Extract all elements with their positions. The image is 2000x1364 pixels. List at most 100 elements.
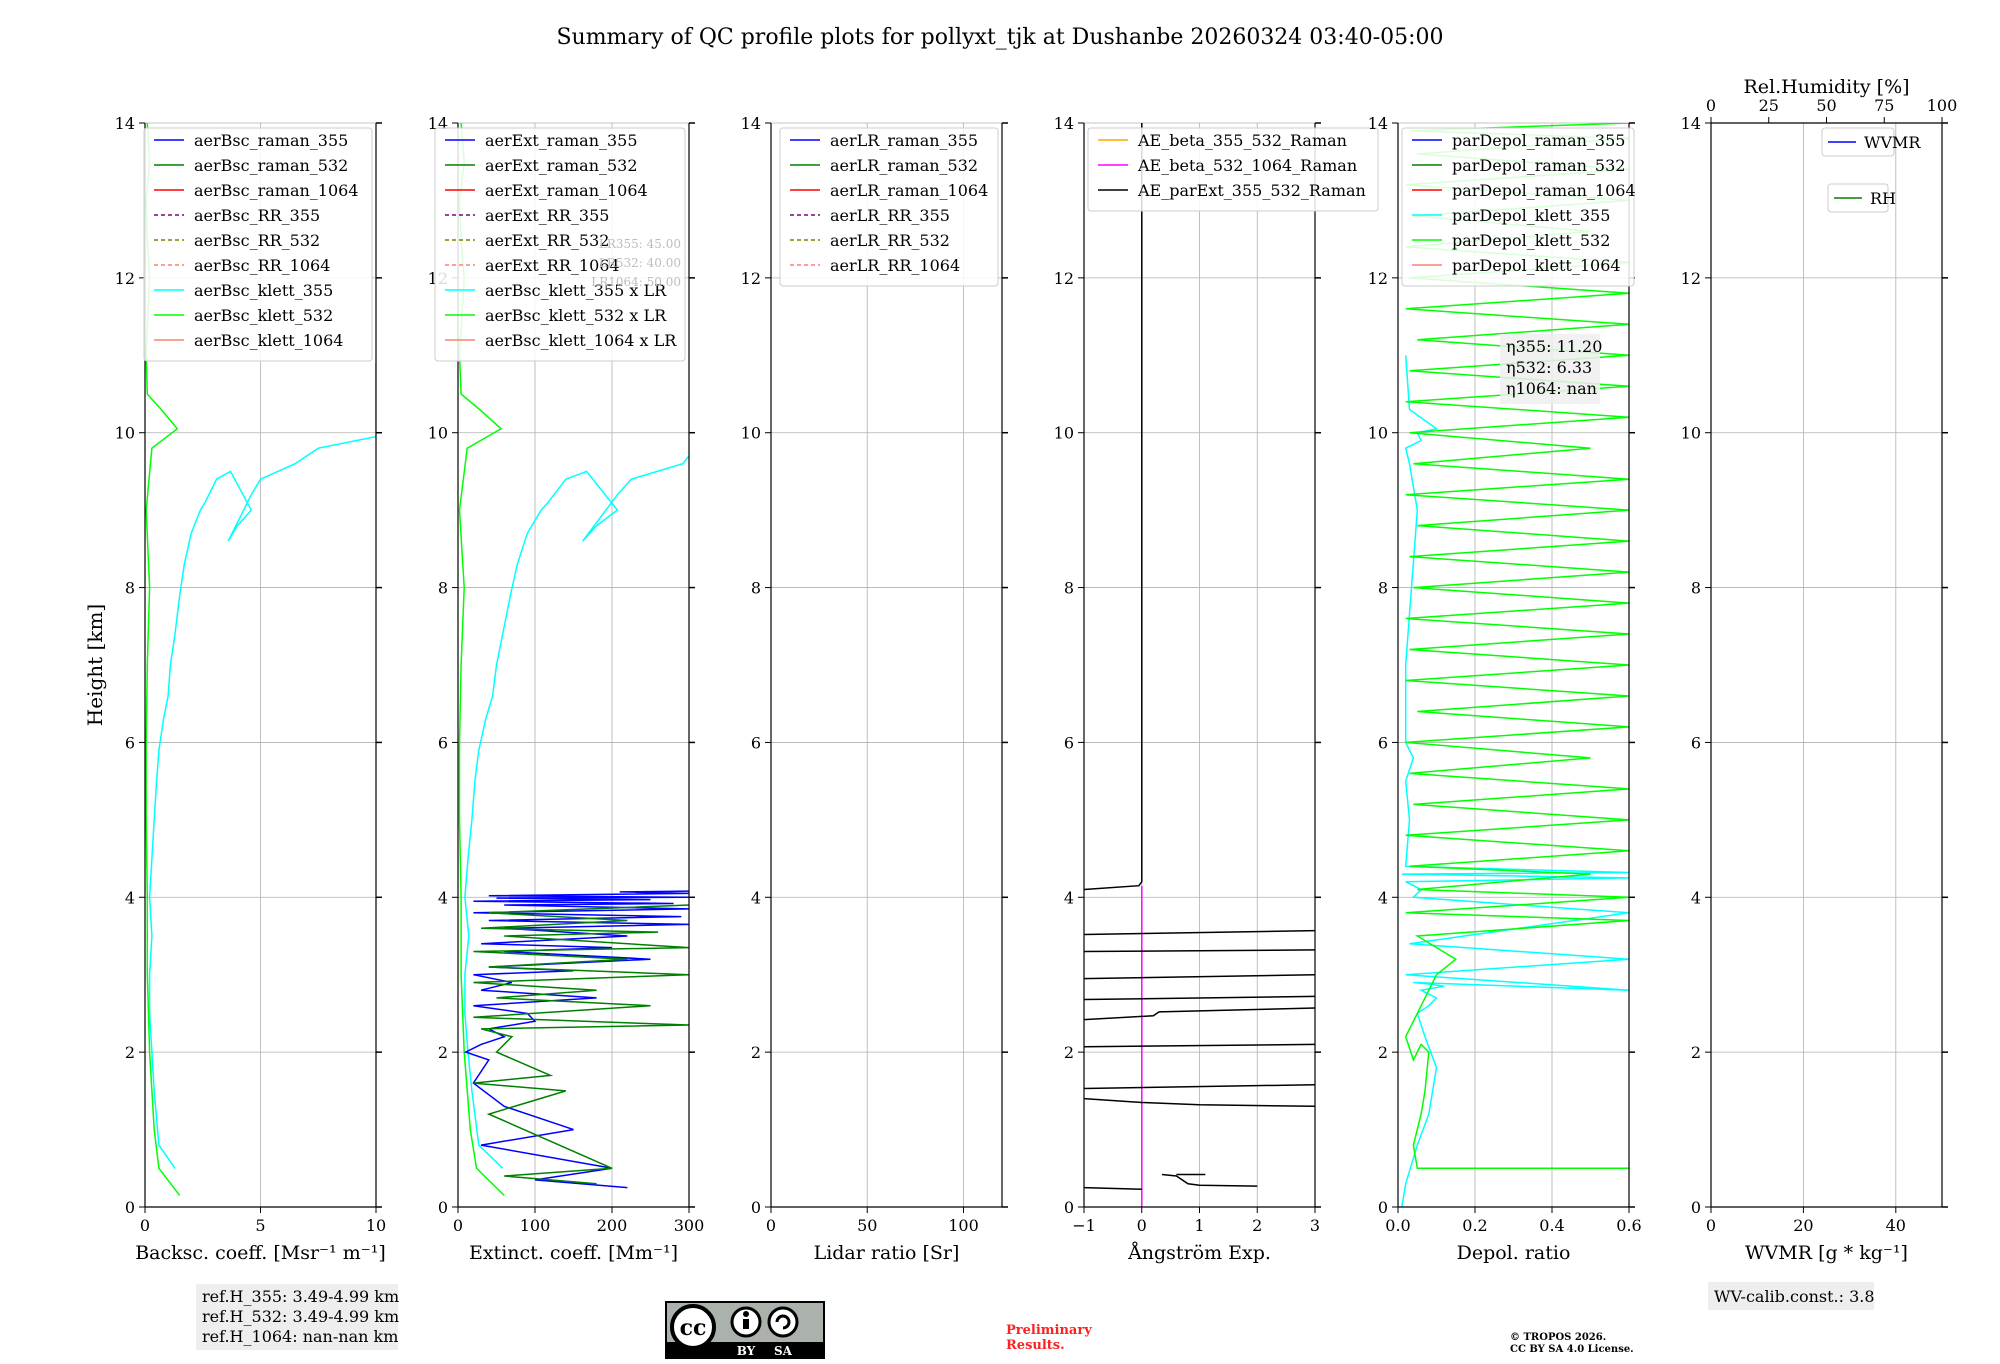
legend-label: parDepol_raman_1064 <box>1452 181 1636 200</box>
x-tick-label: 10 <box>366 1216 386 1235</box>
x-tick-label: 0 <box>1137 1216 1147 1235</box>
legend-label: parDepol_raman_532 <box>1452 156 1625 175</box>
y-tick-label: 12 <box>115 269 135 288</box>
wv-calib-box <box>1708 1282 1874 1310</box>
legend-label: aerExt_raman_1064 <box>485 181 648 200</box>
preliminary-label-line2: Results. <box>1006 1338 1065 1353</box>
y-tick-label: 4 <box>438 888 448 907</box>
legend-label: parDepol_klett_1064 <box>1452 256 1621 275</box>
legend-label: aerBsc_raman_1064 <box>194 181 359 200</box>
y-tick-label: 0 <box>438 1198 448 1217</box>
y-tick-label: 4 <box>1064 888 1074 907</box>
y-tick-label: 4 <box>125 888 135 907</box>
legend-label: aerExt_RR_532 <box>485 231 609 250</box>
x-tick-label: 40 <box>1886 1216 1906 1235</box>
series-line-AE_parExt_355_532_Raman <box>1084 949 1315 953</box>
y-tick-label: 8 <box>1691 579 1701 598</box>
x-axis-label: Extinct. coeff. [Mm⁻¹] <box>469 1242 678 1264</box>
y-tick-label: 6 <box>125 733 135 752</box>
y-tick-label: 10 <box>1054 424 1074 443</box>
ref-height-box <box>196 1284 398 1350</box>
legend-label: RH <box>1870 189 1896 208</box>
y-tick-label: 14 <box>741 114 761 133</box>
y-tick-label: 10 <box>1681 424 1701 443</box>
panel-depol: 0.0 0.2 0.4 0.6 0 2 4 6 8 10 12 14 Depol. ratio parDe… <box>1368 114 1642 1264</box>
legend-box <box>434 127 686 362</box>
y-tick-label: 8 <box>1378 579 1388 598</box>
y-tick-label: 12 <box>741 269 761 288</box>
y-tick-label: 10 <box>1368 424 1388 443</box>
x-axis-label: Ångström Exp. <box>1127 1242 1271 1264</box>
series-line-AE_parExt_355_532_Raman <box>1084 929 1315 936</box>
y-axis-label: Height [km] <box>83 604 107 726</box>
figure-title: Summary of QC profile plots for pollyxt_… <box>556 25 1443 50</box>
legend-label: aerBsc_RR_355 <box>194 206 320 225</box>
x-tick-label: 20 <box>1793 1216 1813 1235</box>
y-tick-label: 2 <box>1378 1043 1388 1062</box>
y-tick-label: 14 <box>1368 114 1388 133</box>
legend-label: aerBsc_klett_532 x LR <box>485 306 667 325</box>
series-group <box>1084 123 1315 1207</box>
legend-label: aerLR_raman_355 <box>830 131 978 150</box>
x-axis-label: Lidar ratio [Sr] <box>814 1242 960 1264</box>
legend-label: aerBsc_klett_1064 <box>194 331 343 350</box>
legend-label: aerLR_RR_355 <box>830 206 950 225</box>
y-tick-label: 0 <box>1378 1198 1388 1217</box>
legend-label: aerLR_raman_532 <box>830 156 978 175</box>
legend-label: aerBsc_raman_532 <box>194 156 348 175</box>
legend-label: aerExt_raman_532 <box>485 156 638 175</box>
panel-wv: 0 20 40 0 2 4 6 8 10 12 14 WVMR [g * kg⁻¹] 0 25 50 75 10… <box>1681 76 1957 1310</box>
series-line-AE_parExt_355_532_Raman <box>1084 1083 1315 1090</box>
panel-ext: 010020030002468101214Extinct. coeff. [Mm… <box>428 114 705 1264</box>
wv-calib-label: WV-calib.const.: 3.8 <box>1714 1287 1875 1306</box>
eta-label: η532: 6.33 <box>1506 358 1592 377</box>
legend-label: aerBsc_klett_1064 x LR <box>485 331 677 350</box>
x-axis-label: Depol. ratio <box>1457 1242 1571 1264</box>
y-tick-label: 14 <box>1681 114 1701 133</box>
series-line-parDepol_klett_355 <box>1401 355 1629 1207</box>
series-line-AE_parExt_355_532_Raman <box>1161 1173 1258 1187</box>
legend-box <box>779 127 999 287</box>
eta-label: η1064: nan <box>1506 379 1597 398</box>
y-tick-label: 2 <box>751 1043 761 1062</box>
legend-label: WVMR <box>1864 133 1921 152</box>
series-line-AE_parExt_355_532_Raman <box>1084 1043 1315 1048</box>
series-line-aerBsc_klett_355 x LR <box>464 455 689 1169</box>
legend-box <box>143 127 373 362</box>
legend-label: aerExt_raman_355 <box>485 131 638 150</box>
x-tick-label: 200 <box>597 1216 628 1235</box>
y-tick-label: 4 <box>1691 888 1701 907</box>
preliminary-label-line1: Preliminary <box>1006 1323 1092 1338</box>
cc-by-label: BY <box>737 1344 756 1358</box>
legend-box <box>1821 127 1895 157</box>
y-tick-label: 6 <box>1064 733 1074 752</box>
x-tick-label: 100 <box>948 1216 979 1235</box>
y-tick-label: 0 <box>1691 1198 1701 1217</box>
y-tick-label: 10 <box>115 424 135 443</box>
legend-label: aerLR_RR_1064 <box>830 256 960 275</box>
legend-label: aerLR_RR_532 <box>830 231 950 250</box>
legend-label: aerLR_raman_1064 <box>830 181 988 200</box>
series-line-AE_parExt_355_532_Raman <box>1084 973 1315 980</box>
copyright-line1: © TROPOS 2026. <box>1510 1332 1606 1343</box>
y-tick-label: 8 <box>438 579 448 598</box>
series-line-AE_beta_355_532_Raman <box>1084 123 1143 891</box>
ref-height-label: ref.H_532: 3.49-4.99 km <box>202 1307 399 1326</box>
eta-box <box>1500 334 1600 404</box>
panel-lr: 0 50 100 0 2 4 6 8 10 12 14 Lidar ratio [Sr] aerLR_r… <box>741 114 1008 1264</box>
x-axis-label: Backsc. coeff. [Msr⁻¹ m⁻¹] <box>135 1242 386 1264</box>
x-tick-label: 5 <box>255 1216 265 1235</box>
cc-license-badge: cc BY SA <box>665 1301 825 1359</box>
x-tick-label: 0 <box>1706 1216 1716 1235</box>
y-tick-label: 8 <box>751 579 761 598</box>
series-line-aerBsc_klett_355 <box>148 363 376 1169</box>
y-tick-label: 8 <box>1064 579 1074 598</box>
x-tick-label: 0 <box>766 1216 776 1235</box>
legend-label: aerBsc_klett_355 <box>194 281 333 300</box>
x2-axis-label: Rel.Humidity [%] <box>1743 76 1909 98</box>
series-line-AE_parExt_355_532_Raman <box>1084 1097 1315 1108</box>
legend-label: AE_beta_355_532_Raman <box>1137 131 1347 150</box>
x-tick-label: 0 <box>140 1216 150 1235</box>
y-tick-label: 0 <box>125 1198 135 1217</box>
